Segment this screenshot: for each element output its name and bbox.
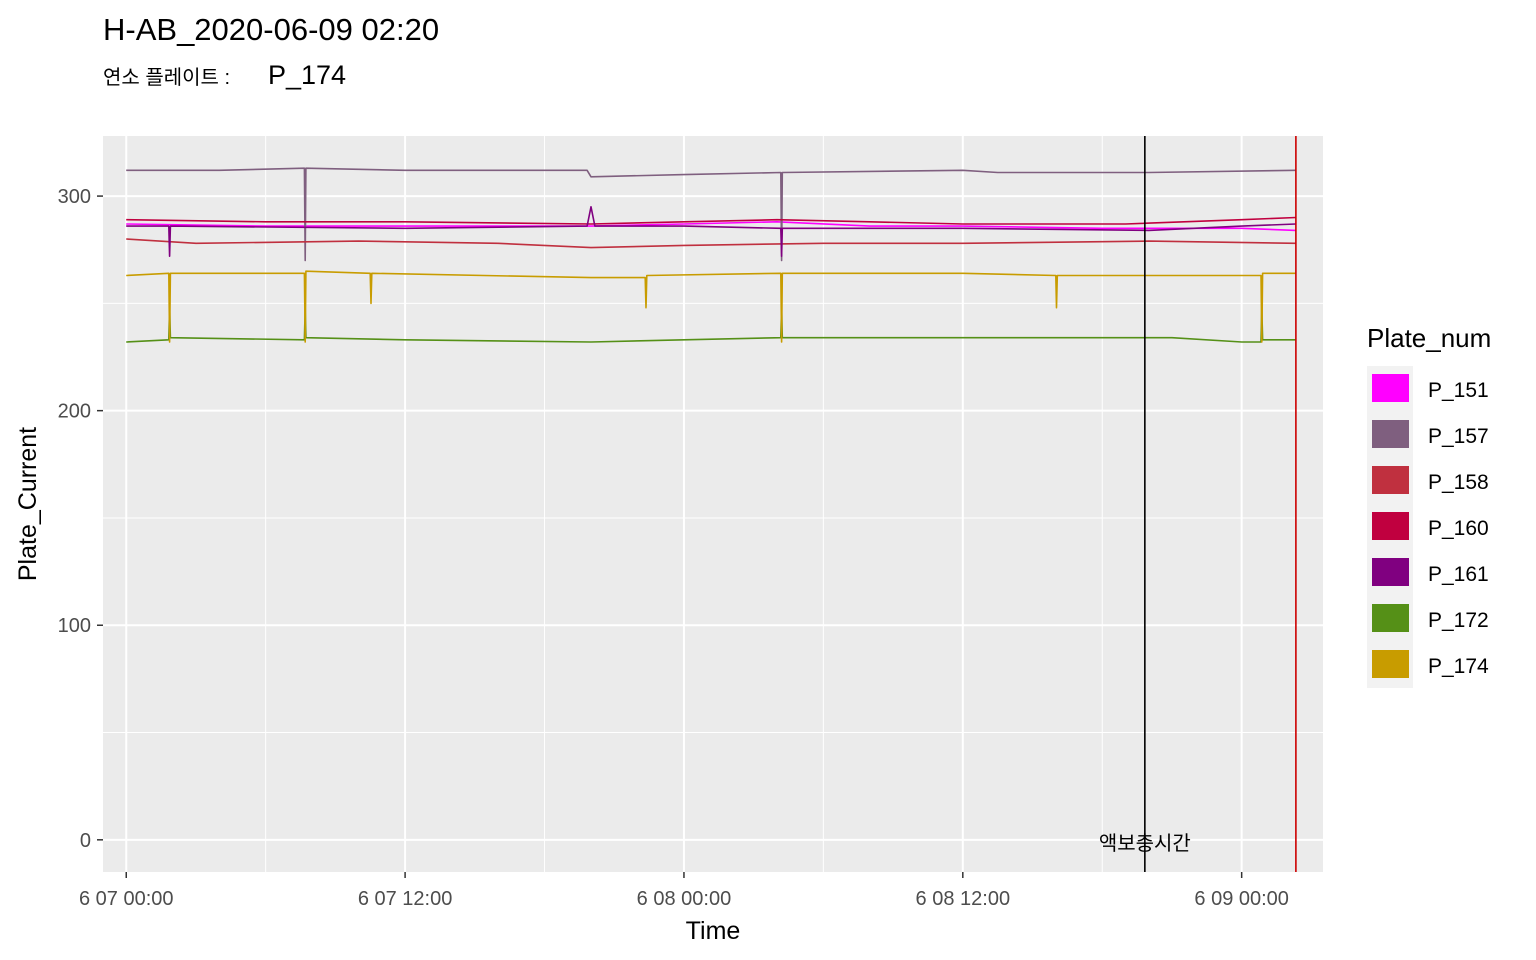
legend-label: P_161 [1428, 563, 1489, 586]
y-axis: 0 100 200 300 [58, 186, 103, 852]
y-tick-label: 100 [58, 615, 91, 637]
legend-key-p-160 [1372, 512, 1409, 540]
vertical-lines: 액보충시간 [1099, 136, 1297, 872]
legend-key-p-174 [1372, 650, 1409, 678]
series-line-p-172 [126, 306, 1296, 343]
legend-key-p-161 [1372, 558, 1409, 586]
series-line-p-151 [126, 221, 1296, 232]
legend-label: P_174 [1428, 655, 1489, 678]
series-lines [126, 167, 1296, 343]
x-tick-label: 6 08 00:00 [637, 888, 732, 910]
legend-key-p-151 [1372, 374, 1409, 402]
series-line-p-174 [126, 270, 1296, 343]
series-line-p-158 [126, 238, 1296, 249]
chart-subtitle-value: P_174 [268, 60, 346, 90]
x-tick-label: 6 09 00:00 [1194, 888, 1289, 910]
chart-title: H-AB_2020-06-09 02:20 [103, 12, 439, 47]
legend-label: P_160 [1428, 517, 1489, 540]
legend-label: P_172 [1428, 609, 1489, 632]
series-line-p-161 [126, 206, 1296, 257]
legend-title: Plate_num [1367, 323, 1491, 353]
y-axis-title: Plate_Current [14, 427, 42, 581]
legend-label: P_151 [1428, 379, 1489, 402]
chart-subtitle-label: 연소 플레이트 : [103, 66, 230, 89]
y-tick-label: 0 [80, 830, 91, 852]
legend-label: P_158 [1428, 471, 1489, 494]
legend-key-p-172 [1372, 604, 1409, 632]
legend: P_151 P_157 P_158 P_160 P_161 P_172 P_174 [1372, 374, 1489, 678]
x-tick-label: 6 08 12:00 [916, 888, 1011, 910]
legend-key-p-157 [1372, 420, 1409, 448]
y-tick-label: 200 [58, 401, 91, 423]
legend-label: P_157 [1428, 425, 1489, 448]
x-axis: 6 07 00:00 6 07 12:00 6 08 00:00 6 08 12:00… [79, 872, 1289, 910]
plot-panel [103, 136, 1323, 872]
y-tick-label: 300 [58, 186, 91, 208]
legend-key-p-158 [1372, 466, 1409, 494]
x-axis-title: Time [686, 917, 741, 945]
x-tick-label: 6 07 00:00 [79, 888, 174, 910]
series-line-p-157 [126, 167, 1296, 262]
series-line-p-160 [126, 216, 1296, 225]
x-tick-label: 6 07 12:00 [358, 888, 453, 910]
vline-label: 액보충시간 [1099, 832, 1191, 855]
